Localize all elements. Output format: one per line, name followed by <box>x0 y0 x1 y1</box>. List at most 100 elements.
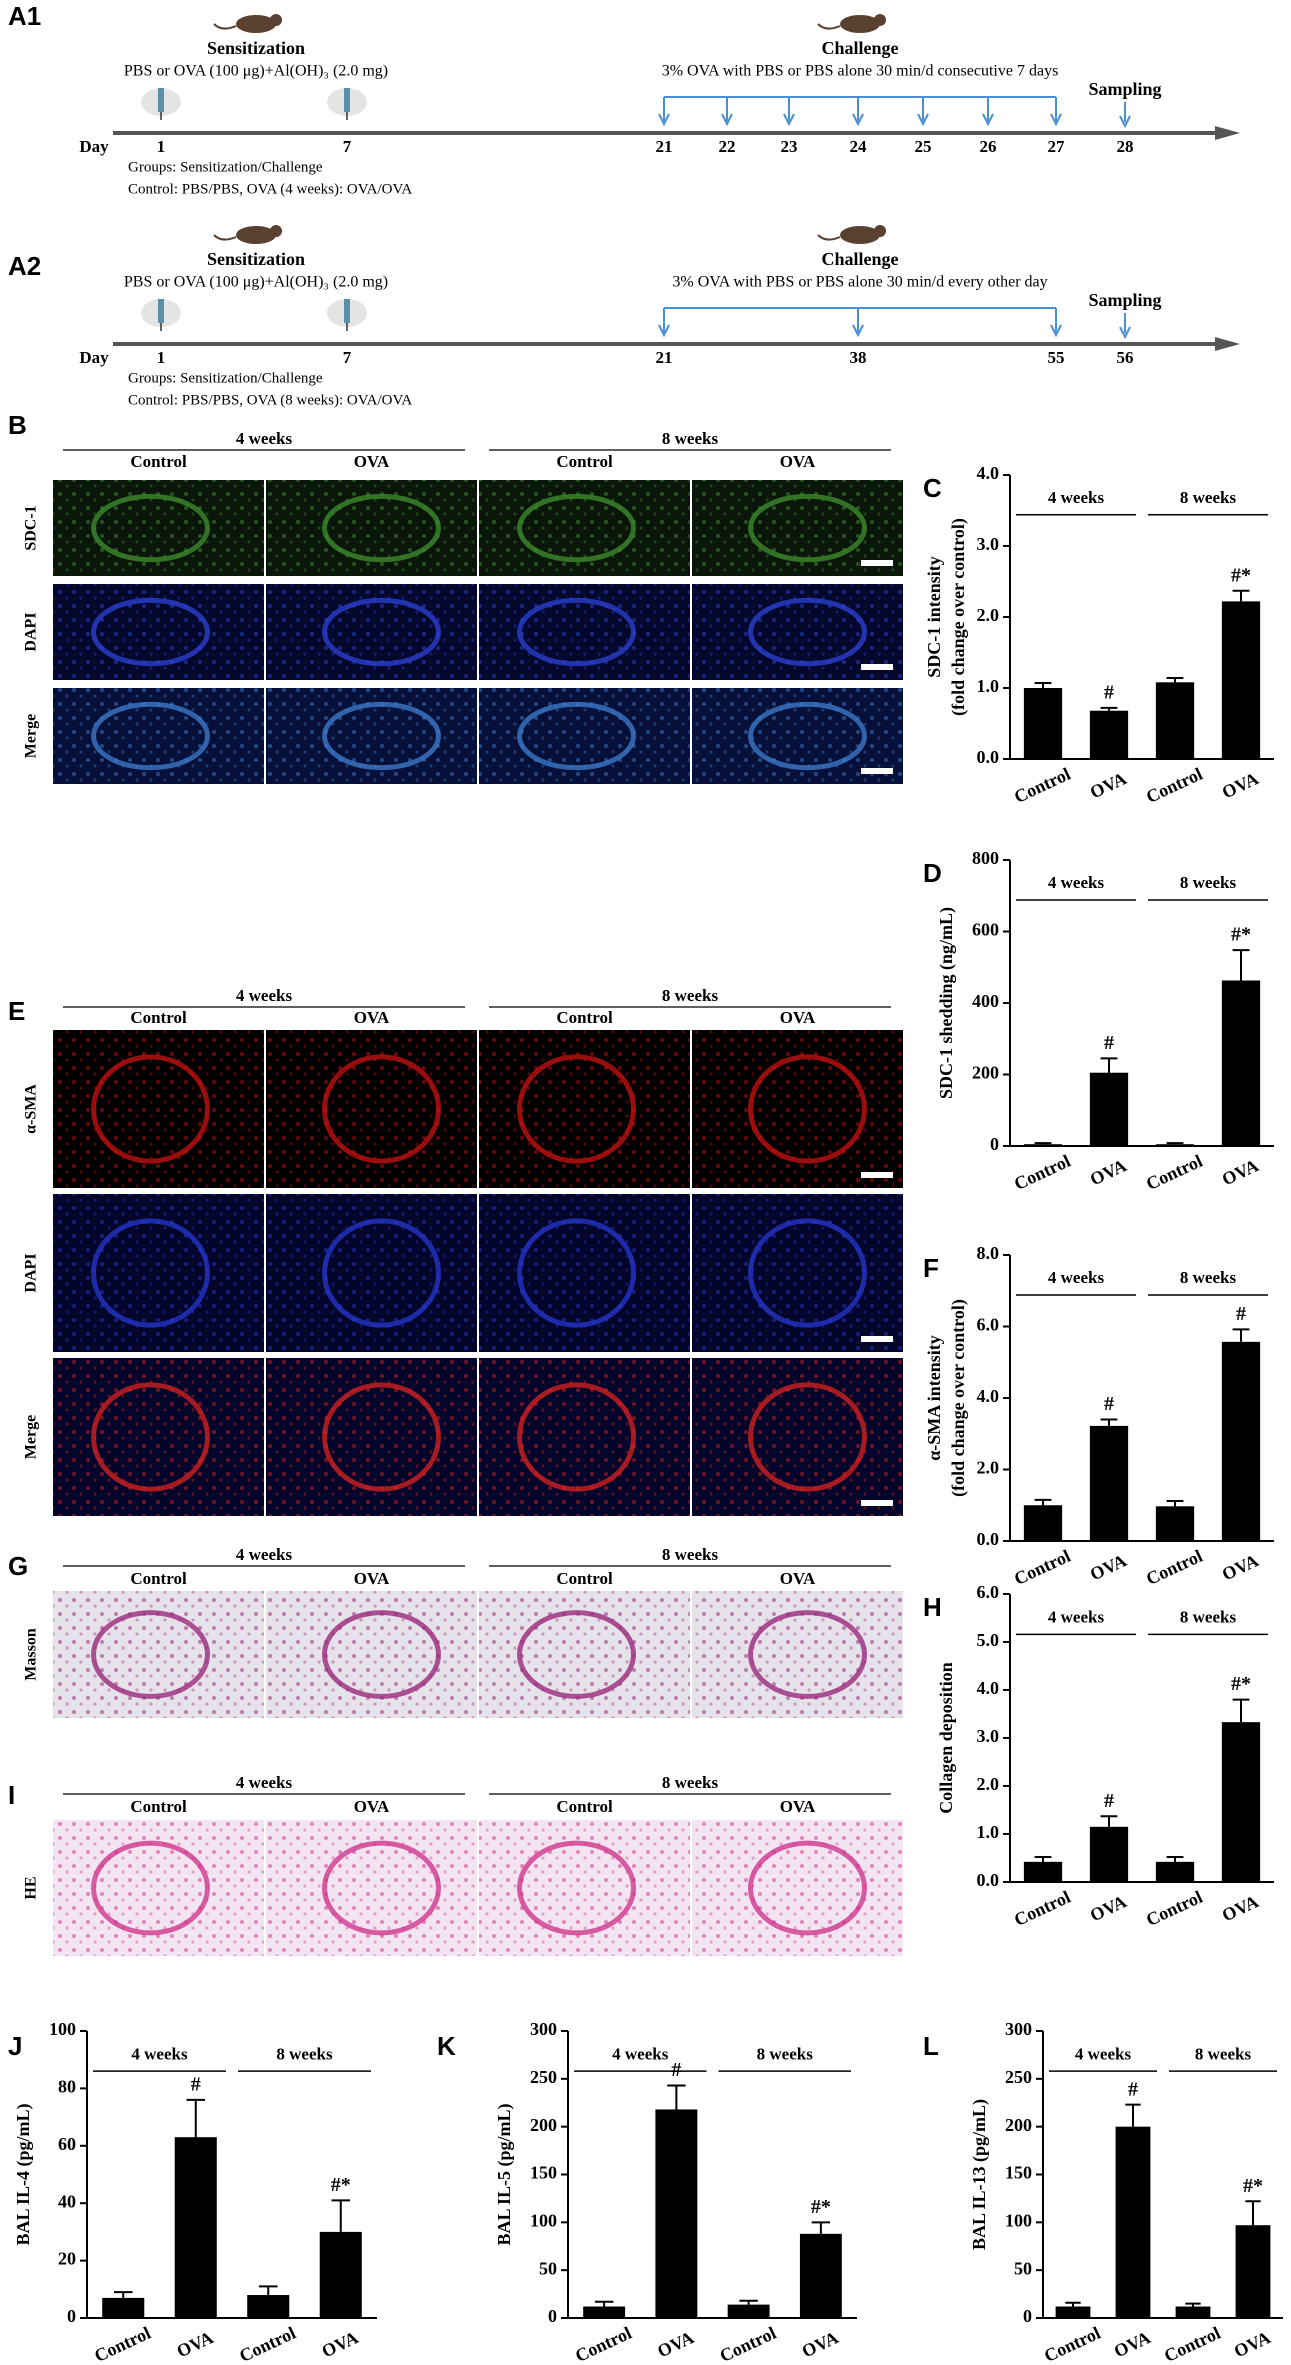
error-bar <box>811 2221 831 2234</box>
x-tick-label: Control <box>1143 764 1206 807</box>
challenge-arrow <box>917 113 929 127</box>
group-label: 4 weeks <box>236 429 293 448</box>
x-tick-label: Control <box>236 2323 299 2365</box>
y-tick-label: 400 <box>972 991 999 1011</box>
x-tick-label: OVA <box>1111 2327 1154 2361</box>
airway <box>91 1840 210 1936</box>
syringe <box>344 299 350 323</box>
x-tick-label: OVA <box>799 2327 842 2361</box>
micrograph <box>53 1820 264 1956</box>
stage-title: Sensitization <box>207 38 305 58</box>
micrograph <box>692 1030 903 1188</box>
timeline-head <box>1215 126 1240 140</box>
bar <box>1023 688 1063 759</box>
bar <box>247 2295 290 2318</box>
x-tick-label: Control <box>1143 1151 1206 1194</box>
column-label: Control <box>130 1008 187 1027</box>
panel-label: B <box>8 410 27 440</box>
micrograph <box>479 1358 690 1516</box>
x-tick-label: OVA <box>1219 768 1262 802</box>
error-bar <box>331 2199 351 2232</box>
error-bar <box>1100 1418 1118 1426</box>
micrograph <box>53 1194 264 1352</box>
stage-text: PBS or OVA (100 μg)+Al(OH)₃ (2.0 mg) <box>124 274 388 291</box>
y-tick-label: 150 <box>1005 2163 1032 2183</box>
x-tick-label: Control <box>717 2323 780 2365</box>
day-number: 21 <box>656 348 673 367</box>
x-tick-label: Control <box>1143 1546 1206 1589</box>
day-label: Day <box>79 348 109 367</box>
y-tick-label: 200 <box>972 1063 999 1083</box>
y-tick-label: 3.0 <box>977 1726 1000 1746</box>
bar <box>1089 1072 1129 1146</box>
x-tick-label: OVA <box>1087 1550 1130 1584</box>
x-tick-label: OVA <box>319 2327 362 2361</box>
airway <box>322 1382 441 1492</box>
bar <box>1089 1826 1129 1882</box>
bar <box>1221 1341 1261 1541</box>
error-bar <box>1185 2302 1201 2307</box>
y-tick-label: 300 <box>530 2019 557 2039</box>
error-bar <box>1245 2200 1261 2226</box>
group-label: 8 weeks <box>662 986 719 1005</box>
group-label: 8 weeks <box>1195 2044 1252 2063</box>
panel-label: I <box>8 1780 15 1810</box>
error-bar <box>1065 2301 1081 2307</box>
significance: # <box>1104 1393 1114 1415</box>
airway <box>322 1840 441 1936</box>
x-tick-label: OVA <box>1231 2327 1274 2361</box>
bar <box>1221 1722 1261 1882</box>
error-bar <box>186 2098 206 2138</box>
day-number: 27 <box>1048 137 1066 156</box>
column-label: Control <box>556 1569 613 1588</box>
mouse-icon <box>874 225 886 237</box>
mouse-icon <box>840 226 880 244</box>
airway <box>91 1218 210 1328</box>
panel-label: D <box>923 858 942 888</box>
significance: #* <box>331 2174 351 2196</box>
timeline-head <box>1215 337 1240 351</box>
error-bar <box>1166 677 1184 683</box>
error-bar <box>1166 1499 1184 1507</box>
panel-label: J <box>8 2031 22 2061</box>
x-tick-label: Control <box>572 2323 635 2365</box>
challenge-arrow <box>658 324 670 338</box>
micrograph <box>479 1030 690 1188</box>
y-tick-label: 300 <box>1005 2019 1032 2039</box>
group-label: 4 weeks <box>236 986 293 1005</box>
micrograph <box>479 1194 690 1352</box>
group-label: 4 weeks <box>236 1773 293 1792</box>
micrograph <box>266 1358 477 1516</box>
y-tick-label: 250 <box>1005 2067 1032 2087</box>
y-tick-label: 0.0 <box>977 1529 1000 1549</box>
micrograph <box>266 1820 477 1956</box>
x-tick-label: Control <box>1011 1546 1074 1589</box>
day-number: 1 <box>157 348 166 367</box>
bar <box>1221 601 1261 759</box>
error-bar <box>594 2300 614 2307</box>
bar <box>1115 2126 1151 2318</box>
x-tick-label: Control <box>1011 764 1074 807</box>
x-tick-label: OVA <box>1087 1155 1130 1189</box>
column-label: Control <box>556 1008 613 1027</box>
bar <box>1023 1505 1063 1541</box>
day-number: 25 <box>915 137 932 156</box>
airway <box>517 597 636 667</box>
y-tick-label: 0 <box>1023 2306 1032 2326</box>
y-tick-label: 1.0 <box>977 676 1000 696</box>
y-tick-label: 40 <box>58 2191 76 2211</box>
panel-label: F <box>923 1253 939 1283</box>
day-number: 28 <box>1117 137 1134 156</box>
y-tick-label: 100 <box>530 2210 557 2230</box>
group-label: 4 weeks <box>1048 1268 1105 1287</box>
y-tick-label: 600 <box>972 920 999 940</box>
bar <box>1055 2306 1091 2318</box>
y-tick-label: 200 <box>530 2115 557 2135</box>
day-number: 1 <box>157 137 166 156</box>
airway <box>748 701 867 771</box>
mouse-icon <box>817 23 841 30</box>
airway <box>748 1382 867 1492</box>
challenge-arrow <box>982 113 994 127</box>
micrograph <box>266 1591 477 1718</box>
column-label: OVA <box>780 1797 816 1816</box>
